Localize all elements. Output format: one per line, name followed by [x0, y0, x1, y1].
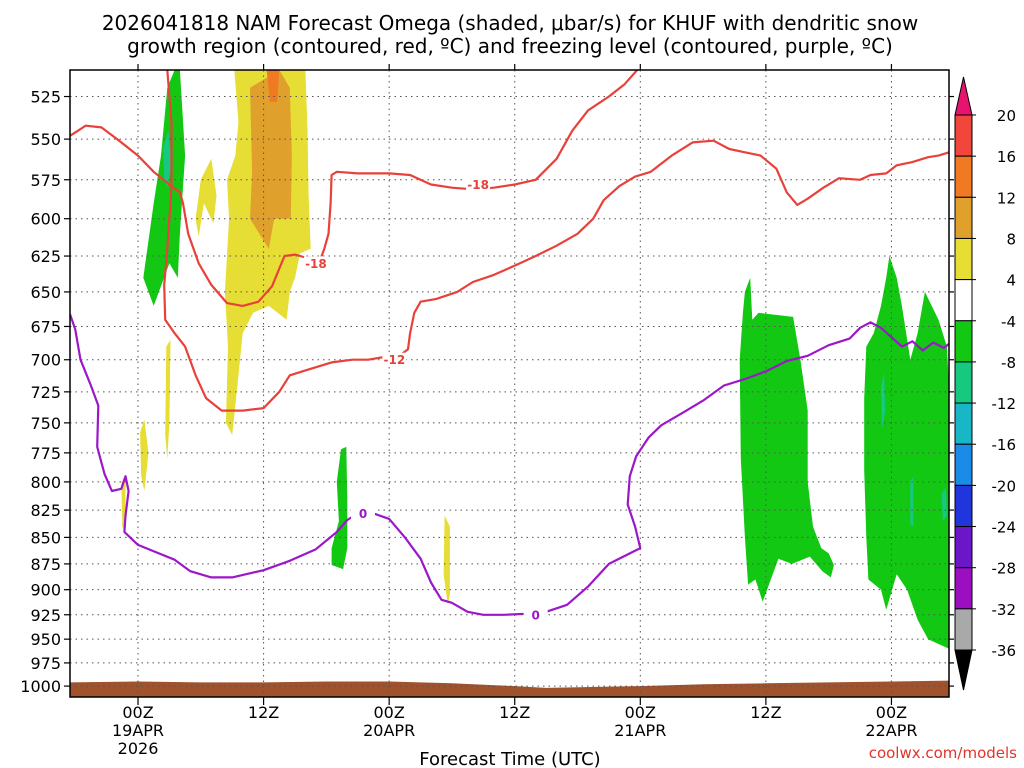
colorbar-bottom-triangle: [954, 649, 973, 691]
y-tick-label: 975: [30, 654, 61, 673]
plot-area: -18 -18 -12 0 0: [70, 70, 949, 697]
y-tick-label: 825: [30, 501, 61, 520]
y-tick-label: 575: [30, 171, 61, 190]
y-tick-label: 925: [30, 606, 61, 625]
colorbar-label: -32: [992, 601, 1017, 619]
y-tick-label: 650: [30, 283, 61, 302]
omega-region-5: [266, 70, 280, 102]
y-tick-label: 550: [30, 130, 61, 149]
colorbar-swatch-11: [954, 567, 973, 610]
x-tick-label: 12Z: [248, 703, 279, 722]
x-tick-date-label: 19APR: [112, 721, 164, 740]
plot-frame: [69, 69, 950, 698]
y-tick-label: 1000: [20, 677, 61, 696]
colorbar-swatch-7: [954, 402, 973, 445]
x-tick-label: 00Z: [876, 703, 907, 722]
colorbar-swatch-3: [954, 237, 973, 281]
colorbar-swatch-9: [954, 484, 973, 528]
colorbar-swatch-5: [954, 320, 973, 363]
colorbar-label: 16: [997, 148, 1016, 166]
plot-inner: -18 -18 -12 0 0: [70, 70, 949, 697]
omega-region-10: [331, 446, 348, 570]
chart-title-line-2: growth region (contoured, red, ºC) and f…: [127, 34, 893, 58]
x-tick-label: 00Z: [625, 703, 656, 722]
x-tick-date-label: 21APR: [614, 721, 666, 740]
omega-region-2: [195, 158, 217, 237]
colorbar-label: -16: [992, 436, 1017, 454]
y-tick-label: 875: [30, 555, 61, 574]
colorbar-swatch-8: [954, 443, 973, 486]
omega-region-7: [165, 339, 171, 459]
omega-region-6: [140, 419, 149, 491]
omega-region-14: [941, 487, 947, 522]
colorbar-label: 4: [1006, 272, 1016, 290]
chart-title-line-1: 2026041818 NAM Forecast Omega (shaded, μ…: [102, 11, 918, 35]
colorbar-swatch-0: [954, 114, 973, 157]
y-tick-label: 800: [30, 473, 61, 492]
colorbar-swatch-12: [954, 608, 973, 651]
y-tick-label: 675: [30, 317, 61, 336]
colorbar-swatch-2: [954, 196, 973, 239]
x-axis-title: Forecast Time (UTC): [419, 749, 600, 768]
omega-region-9: [443, 515, 450, 605]
omega-region-0: [143, 70, 186, 306]
contour-label-bg: [382, 352, 407, 367]
x-tick-date-label: 22APR: [865, 721, 917, 740]
y-tick-label: 775: [30, 444, 61, 463]
colorbar-swatch-1: [954, 155, 973, 198]
x-tick-date-label: 20APR: [363, 721, 415, 740]
contour-label-bg: [466, 177, 491, 192]
contour-label-2-1: 0: [531, 608, 539, 622]
y-tick-label: 850: [30, 528, 61, 547]
contour-line-0: [70, 70, 639, 307]
y-tick-label: 700: [30, 351, 61, 370]
y-tick-label: 625: [30, 247, 61, 266]
terrain-fill: [70, 680, 949, 697]
omega-region-15: [910, 476, 914, 527]
x-tick-year-label: 2026: [118, 739, 159, 758]
contour-label-1-0: -12: [384, 353, 406, 367]
omega-region-1: [163, 130, 172, 188]
colorbar-swatch-6: [954, 361, 973, 404]
contour-label-0-0: -18: [305, 257, 327, 271]
x-tick-label: 00Z: [122, 703, 153, 722]
y-tick-label: 525: [30, 88, 61, 107]
credit-text: coolwx.com/models: [869, 744, 1017, 762]
colorbar: 20 16 12 8 4 -4 -8 -12 -16 -20 -24 -28 -32 -36: [954, 76, 1017, 691]
contour-line-2: [70, 313, 949, 616]
y-tick-label: 900: [30, 581, 61, 600]
x-tick-label: 00Z: [373, 703, 404, 722]
x-tick-label: 12Z: [750, 703, 781, 722]
y-tick-label: 725: [30, 383, 61, 402]
colorbar-label: -24: [992, 519, 1017, 537]
axes: 525 550 575 600 625 650 675 700 725 750 775 800 825 8…: [20, 64, 954, 758]
x-tick-label: 12Z: [499, 703, 530, 722]
omega-region-11: [739, 277, 834, 602]
contour-label-bg: [351, 506, 375, 521]
contour-label-0-1: -18: [467, 178, 489, 192]
colorbar-label: -12: [992, 395, 1017, 413]
colorbar-label: 8: [1006, 230, 1016, 248]
colorbar-label: -28: [992, 560, 1017, 578]
colorbar-swatch-10: [954, 526, 973, 569]
omega-region-12: [864, 256, 949, 649]
omega-region-13: [881, 372, 886, 429]
omega-region-4: [250, 70, 292, 249]
colorbar-label: -4: [1001, 313, 1016, 331]
colorbar-label: 20: [997, 107, 1016, 125]
y-tick-label: 950: [30, 630, 61, 649]
contour-label-bg: [523, 607, 548, 622]
contour-line-1: [163, 70, 949, 412]
contour-label-2-0: 0: [359, 507, 367, 521]
colorbar-label: -36: [992, 642, 1017, 660]
colorbar-label: 12: [997, 189, 1016, 207]
y-tick-label: 750: [30, 414, 61, 433]
colorbar-label: -8: [1001, 354, 1016, 372]
contour-label-bg: [303, 256, 328, 271]
colorbar-label: -20: [992, 477, 1017, 495]
y-tick-label: 600: [30, 210, 61, 229]
colorbar-swatch-4: [954, 279, 973, 322]
